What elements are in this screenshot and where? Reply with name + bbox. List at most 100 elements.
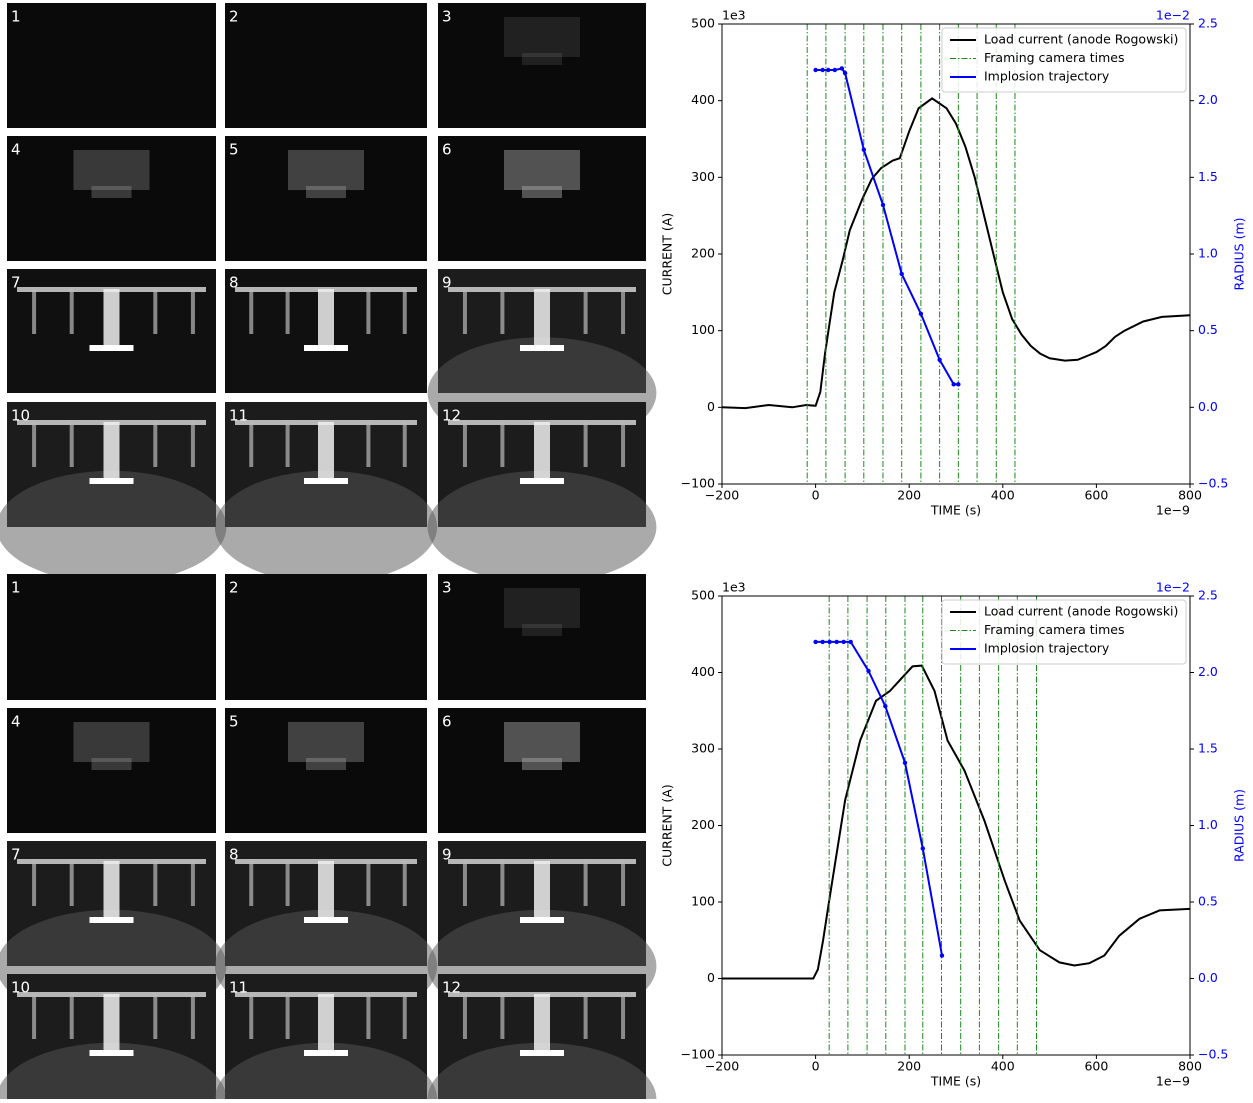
x-tick-label: 600 [1084, 488, 1108, 503]
series-marker [951, 382, 956, 387]
y-tick-label: 0 [707, 970, 715, 985]
series-marker [899, 271, 904, 277]
post [402, 289, 407, 334]
pinch-column [534, 861, 550, 919]
post [153, 289, 158, 334]
x-axis-label: TIME (s) [930, 503, 981, 518]
post [153, 994, 158, 1039]
frame-background [225, 136, 427, 261]
pinch-column [318, 289, 334, 347]
chamber-glow [214, 1042, 438, 1103]
post [500, 422, 505, 467]
post [500, 994, 505, 1039]
series-marker [902, 760, 908, 765]
post [69, 994, 74, 1039]
series-marker [956, 382, 961, 387]
camera-frame: 3 [438, 574, 646, 700]
post [462, 994, 467, 1039]
legend-box [941, 27, 1187, 93]
camera-frame: 11 [214, 402, 438, 584]
pinch-column [318, 994, 334, 1052]
y2-tick-label: 2.5 [1198, 588, 1218, 603]
x-axis-label: TIME (s) [930, 1074, 981, 1089]
pinch-column [534, 289, 550, 347]
y2-tick-label: 1.5 [1198, 169, 1218, 184]
y-tick-label: −100 [681, 1047, 715, 1062]
pinch-column [318, 422, 334, 480]
post [32, 994, 37, 1039]
series-marker [813, 639, 818, 645]
chamber-glow [0, 1042, 227, 1103]
plasma-glow [504, 150, 580, 190]
post [249, 994, 254, 1039]
camera-frame: 4 [7, 136, 216, 261]
post [402, 861, 407, 906]
plasma-glow [288, 722, 364, 762]
post [583, 289, 588, 334]
post [249, 289, 254, 334]
frame-number: 5 [229, 713, 239, 731]
camera-frame: 7 [7, 269, 216, 393]
post [32, 289, 37, 334]
camera-frame: 1 [7, 574, 216, 700]
camera-frame: 10 [0, 974, 227, 1103]
y2-axis-label: RADIUS (m) [1232, 789, 1247, 862]
y2-tick-label: 2.0 [1198, 92, 1218, 107]
post [621, 422, 626, 467]
series-marker [820, 639, 825, 645]
frame-number: 6 [442, 141, 452, 159]
anode [304, 345, 348, 351]
frame-background [438, 708, 646, 833]
frame-number: 9 [442, 274, 452, 292]
y-axis-label: CURRENT (A) [660, 213, 675, 295]
post [402, 422, 407, 467]
camera-frame: 3 [438, 3, 646, 128]
y2-tick-label: 2.0 [1198, 664, 1218, 679]
frame-number: 2 [229, 579, 239, 597]
frame-number: 3 [442, 8, 452, 26]
post [583, 422, 588, 467]
frame-number: 3 [442, 579, 452, 597]
frame-number: 6 [442, 713, 452, 731]
y-tick-label: 400 [691, 92, 715, 107]
anode [520, 1050, 564, 1056]
y-tick-label: −100 [681, 476, 715, 491]
frame-number: 1 [11, 579, 21, 597]
plot-area [722, 596, 1190, 1055]
x-tick-label: 200 [897, 488, 921, 503]
x-tick-label: 800 [1178, 488, 1202, 503]
series-marker [861, 147, 867, 152]
frame-number: 7 [11, 274, 21, 292]
legend-label: Framing camera times [984, 622, 1125, 637]
camera-frame: 2 [225, 3, 427, 128]
plasma-glow [306, 186, 346, 198]
camera-frame: 5 [225, 136, 427, 261]
plasma-glow [504, 722, 580, 762]
frame-number: 12 [442, 407, 461, 425]
legend-label: Load current (anode Rogowski) [984, 604, 1178, 619]
y-tick-label: 0 [707, 399, 715, 414]
frame-number: 11 [229, 979, 248, 997]
anode [89, 478, 134, 484]
series-marker [820, 67, 825, 73]
frame-number: 4 [11, 713, 21, 731]
anode [304, 478, 348, 484]
post [366, 861, 371, 906]
y-tick-label: 500 [691, 16, 715, 31]
chamber-glow [0, 470, 227, 584]
post [366, 994, 371, 1039]
anode [89, 1050, 134, 1056]
frame-number: 10 [11, 407, 30, 425]
plasma-glow [522, 186, 562, 198]
plasma-glow [522, 758, 562, 770]
camera-frame: 6 [438, 136, 646, 261]
chamber-glow [427, 1042, 657, 1103]
series-marker [842, 70, 848, 76]
y2-offset-label: 1e−2 [1156, 8, 1190, 23]
frame-background [225, 574, 427, 700]
legend-label: Implosion trajectory [984, 69, 1110, 84]
post [462, 422, 467, 467]
frame-background [7, 708, 216, 833]
anode [89, 917, 134, 923]
post [190, 861, 195, 906]
